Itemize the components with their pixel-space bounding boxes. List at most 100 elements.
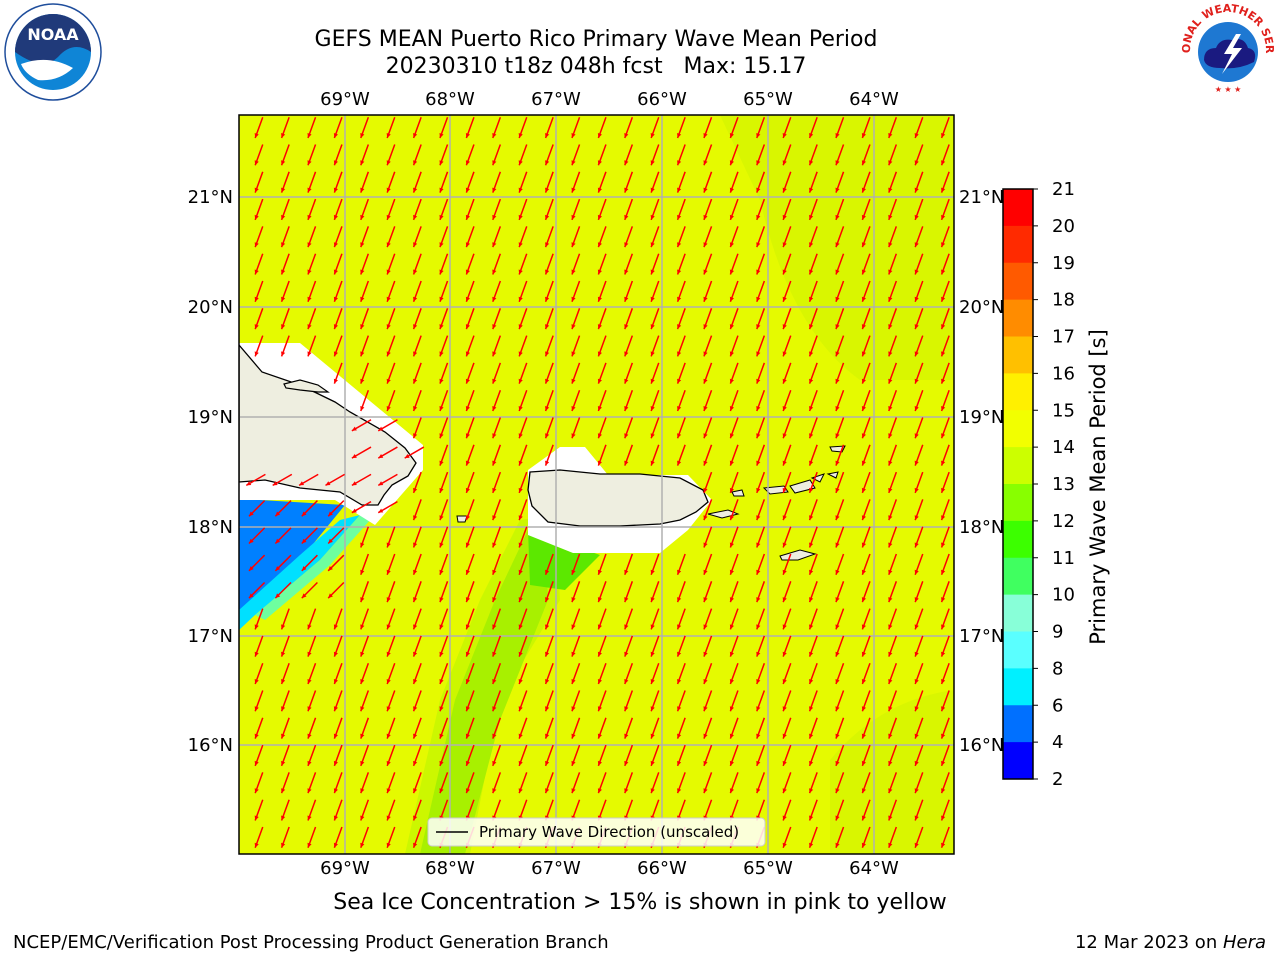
wave-arrow-head — [914, 460, 919, 466]
wave-arrow-head — [465, 679, 470, 684]
wave-arrow-head — [386, 406, 391, 411]
wave-arrow-head — [360, 815, 365, 821]
wave-arrow-head — [413, 214, 418, 220]
wave-arrow-head — [756, 351, 761, 357]
wave-arrow-head — [729, 733, 734, 739]
wave-arrow-head — [254, 351, 259, 357]
wave-arrow-head — [248, 566, 254, 571]
wave-arrow-head — [360, 324, 365, 330]
colorbar-tick-label: 17 — [1052, 327, 1075, 348]
wave-arrow-head — [835, 706, 840, 712]
wave-arrow-head — [465, 133, 470, 138]
wave-arrow-head — [413, 351, 418, 357]
wave-arrow-head — [597, 406, 602, 411]
wave-arrow-head — [465, 214, 470, 220]
wave-arrow-head — [729, 679, 734, 684]
wave-arrow-head — [518, 351, 523, 357]
wave-arrow-head — [281, 242, 286, 248]
wave-arrow-head — [835, 487, 840, 493]
wave-arrow-head — [378, 508, 384, 513]
wave-arrow-head — [756, 760, 761, 766]
lon-label-bottom: 65°W — [743, 858, 793, 879]
wave-arrow-head — [328, 511, 333, 517]
wave-arrow-head — [518, 242, 523, 248]
wave-arrow-head — [518, 187, 523, 193]
wave-arrow-head — [439, 406, 444, 411]
svg-text:★ ★ ★: ★ ★ ★ — [1215, 85, 1242, 94]
wave-arrow-head — [465, 433, 470, 439]
wave-arrow-head — [650, 460, 655, 466]
wave-arrow-head — [861, 679, 866, 684]
wave-arrow-head — [835, 460, 840, 466]
st-john-island — [789, 479, 816, 494]
wave-arrow-head — [914, 324, 919, 330]
wave-arrow-head — [465, 788, 470, 794]
wave-arrow-head — [386, 542, 391, 548]
wave-arrow-head — [861, 624, 866, 630]
wave-arrow-head — [677, 788, 682, 794]
lat-label-right: 18°N — [959, 517, 1004, 538]
wave-arrow-head — [888, 296, 893, 302]
wave-arrow-head — [703, 679, 708, 684]
wave-arrow-head — [465, 733, 470, 739]
wave-arrow-head — [386, 242, 391, 248]
tortuga-island — [283, 379, 330, 393]
wave-arrow-head — [571, 733, 576, 739]
wave-arrow-head — [518, 624, 523, 630]
wave-arrow-head — [941, 296, 946, 302]
wave-arrow-head — [914, 760, 919, 766]
map-plot-area — [239, 115, 954, 854]
colorbar-segment — [1003, 520, 1033, 559]
wave-arrow-head — [281, 133, 286, 138]
wave-arrow-head — [756, 460, 761, 466]
wave-arrow-head — [254, 324, 259, 330]
wave-arrow-head — [492, 351, 497, 357]
wave-arrow-head — [888, 706, 893, 712]
wave-arrow-head — [571, 214, 576, 220]
wave-arrow-head — [624, 214, 629, 220]
wave-arrow-head — [333, 733, 338, 739]
wave-arrow-head — [254, 133, 259, 138]
wave-arrow-head — [861, 815, 866, 821]
colorbar-tick-label: 19 — [1052, 253, 1075, 274]
wave-arrow-head — [782, 296, 787, 302]
wave-arrow-head — [275, 593, 281, 599]
wave-arrow-head — [941, 733, 946, 739]
wave-arrow-head — [888, 433, 893, 439]
lon-label-bottom: 67°W — [531, 858, 581, 879]
wave-arrow-head — [941, 788, 946, 794]
wave-arrow-head — [386, 679, 391, 684]
footer-branch: NCEP/EMC/Verification Post Processing Pr… — [13, 932, 609, 953]
wave-arrow-head — [465, 187, 470, 193]
wave-arrow-head — [756, 187, 761, 193]
wave-arrow-head — [545, 788, 550, 794]
wave-arrow-head — [703, 406, 708, 411]
wave-arrow-head — [492, 296, 497, 302]
wave-arrow-head — [756, 406, 761, 411]
wave-arrow-head — [439, 160, 444, 166]
wave-arrow-head — [809, 296, 814, 302]
wave-arrow-head — [439, 651, 444, 657]
lat-label-left: 16°N — [188, 735, 233, 756]
wave-arrow-head — [597, 269, 602, 275]
wave-arrow-head — [360, 269, 365, 275]
wave-arrow-head — [545, 679, 550, 684]
wave-arrow-head — [835, 187, 840, 193]
wave-arrow-head — [518, 296, 523, 302]
wave-arrow-head — [378, 426, 384, 431]
lat-label-left: 20°N — [188, 297, 233, 318]
wave-arrow-head — [650, 788, 655, 794]
lat-label-left: 19°N — [188, 407, 233, 428]
wave-arrow-head — [413, 706, 418, 712]
colorbar-tick-label: 12 — [1052, 511, 1075, 532]
wave-arrow-head — [281, 760, 286, 766]
wave-arrow-head — [518, 487, 523, 493]
wave-arrow-head — [729, 706, 734, 712]
wave-arrow-head — [861, 242, 866, 248]
wave-arrow-head — [809, 515, 814, 521]
wave-arrow-head — [835, 160, 840, 166]
wave-arrow-head — [782, 187, 787, 193]
wave-arrow-head — [248, 593, 254, 599]
wave-arrow-head — [465, 460, 470, 466]
wave-arrow-head — [941, 242, 946, 248]
